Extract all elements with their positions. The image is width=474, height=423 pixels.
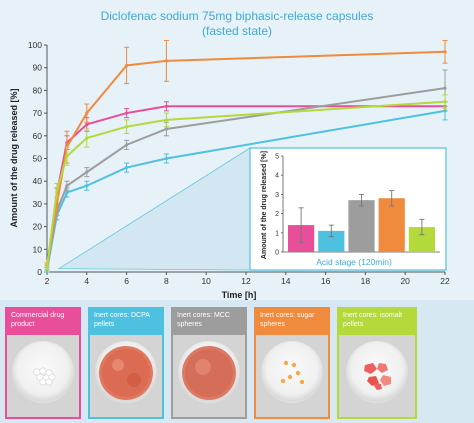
data-point: [65, 190, 69, 195]
y-tick-label: 0: [37, 267, 42, 277]
y-tick-label: 40: [33, 176, 43, 186]
release-chart: Diclofenac sodium 75mg biphasic-release …: [9, 9, 450, 300]
y-tick-label: 80: [33, 85, 43, 95]
x-tick-label: 10: [201, 276, 211, 286]
inset-y-axis-label: Amount of the drug released [%]: [261, 151, 268, 259]
data-point: [85, 122, 89, 127]
y-tick-label: 20: [33, 222, 43, 232]
inset-x-axis-label: Acid stage (120min): [316, 257, 392, 267]
photo-image: [256, 335, 328, 417]
y-axis-label: Amount of the drug released [%]: [9, 88, 19, 227]
y-tick-label: 90: [33, 63, 43, 73]
data-point: [45, 265, 49, 270]
photo-label: Inert cores: isomalt pellets: [339, 309, 415, 335]
data-point: [55, 188, 59, 192]
x-tick-label: 8: [164, 276, 169, 286]
x-tick-label: 6: [124, 276, 129, 286]
inset-bar: [318, 230, 345, 252]
photo-commercial-product: Commercial drug product: [5, 307, 81, 419]
chart-subtitle: (fasted state): [202, 24, 272, 38]
y-tick-label: 50: [33, 154, 43, 164]
photo-label: Inert cores: sugar spheres: [256, 309, 328, 335]
chart-panel: Diclofenac sodium 75mg biphasic-release …: [0, 0, 474, 300]
x-tick-label: 22: [440, 276, 450, 286]
y-tick-label: 60: [33, 131, 43, 141]
data-point: [125, 63, 129, 68]
data-point: [164, 118, 168, 122]
x-tick-label: 4: [84, 276, 89, 286]
data-point: [125, 165, 129, 170]
data-point: [164, 59, 168, 63]
inset-y-tick-label: 4: [275, 173, 279, 180]
x-tick-label: 12: [241, 276, 251, 286]
photo-dcpa-pellets: Inert cores: DCPA pellets: [88, 307, 164, 419]
inset-bar: [348, 200, 375, 252]
dish: [261, 341, 323, 403]
data-point: [164, 104, 168, 108]
x-tick-label: 14: [281, 276, 291, 286]
chart-title: Diclofenac sodium 75mg biphasic-release …: [101, 9, 374, 23]
inset-callout: [57, 147, 251, 271]
x-tick-label: 16: [321, 276, 331, 286]
pellets: [99, 346, 153, 400]
photo-isomalt-pellets: Inert cores: isomalt pellets: [337, 307, 417, 419]
data-point: [125, 125, 129, 129]
spheres: [182, 346, 236, 400]
y-tick-label: 70: [33, 108, 43, 118]
data-point: [125, 111, 129, 115]
photo-image: [173, 335, 245, 417]
photo-label: Inert cores: MCC spheres: [173, 309, 245, 335]
data-point: [164, 156, 168, 161]
inset-y-tick-label: 0: [275, 250, 279, 257]
x-tick-label: 2: [45, 276, 50, 286]
y-tick-label: 100: [28, 40, 42, 50]
photo-label: Inert cores: DCPA pellets: [90, 309, 162, 335]
data-point: [85, 111, 89, 115]
data-point: [443, 109, 447, 113]
data-point: [443, 100, 447, 104]
x-tick-label: 18: [361, 276, 371, 286]
series-group: [44, 39, 448, 273]
photo-image: [7, 335, 79, 417]
dish: [346, 341, 408, 403]
data-point: [443, 50, 447, 54]
inset-y-tick-label: 2: [275, 211, 279, 218]
inset-y-tick-label: 5: [275, 154, 279, 161]
inset-bar: [378, 198, 405, 252]
y-tick-label: 10: [33, 244, 43, 254]
data-point: [85, 136, 89, 140]
inset-chart: 0 1 2 3 4 5: [275, 154, 440, 257]
tablets: [33, 367, 56, 386]
x-tick-label: 20: [400, 276, 410, 286]
data-point: [85, 170, 89, 174]
data-point: [65, 184, 69, 188]
photo-image: [90, 335, 162, 417]
inset-y-tick-label: 3: [275, 192, 279, 199]
pellets: [364, 363, 391, 390]
series-4: [44, 94, 448, 271]
y-tick-label: 30: [33, 199, 43, 209]
callout-wedge: [57, 147, 251, 271]
data-point: [164, 127, 168, 131]
data-point: [65, 154, 69, 158]
photo-sugar-spheres: Inert cores: sugar spheres: [254, 307, 330, 419]
x-axis-label: Time [h]: [222, 290, 257, 300]
photo-mcc-spheres: Inert cores: MCC spheres: [171, 307, 247, 419]
photo-image: [339, 335, 415, 417]
data-point: [85, 184, 89, 188]
data-point: [125, 143, 129, 147]
spheres: [280, 360, 305, 385]
data-point: [443, 86, 447, 90]
photo-label: Commercial drug product: [7, 309, 79, 335]
inset-y-tick-label: 1: [275, 230, 279, 237]
